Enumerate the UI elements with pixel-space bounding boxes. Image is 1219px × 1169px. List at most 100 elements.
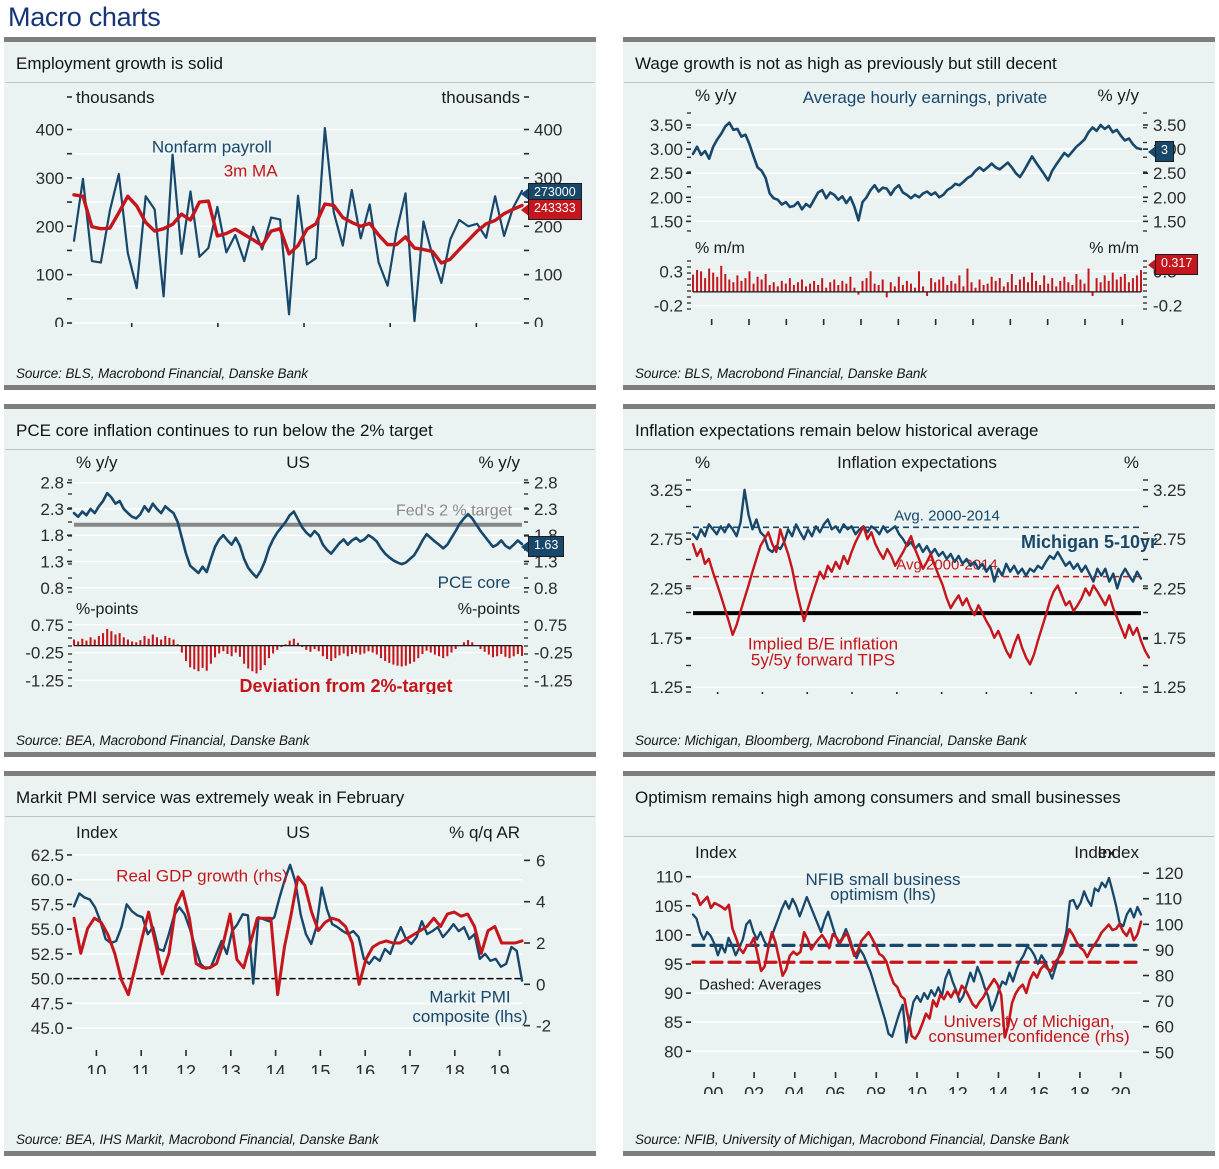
svg-text:1.50: 1.50: [650, 212, 683, 231]
svg-text:19: 19: [490, 1062, 510, 1074]
svg-text:US: US: [286, 823, 310, 842]
svg-text:45.0: 45.0: [31, 1019, 64, 1038]
svg-text:100: 100: [1155, 915, 1183, 934]
svg-text:55.0: 55.0: [31, 920, 64, 939]
svg-text:Real GDP growth (rhs): Real GDP growth (rhs): [116, 867, 288, 886]
svg-text:90: 90: [664, 984, 683, 1003]
svg-text:110: 110: [1155, 890, 1182, 909]
svg-text:0: 0: [55, 314, 64, 327]
value-callout-arrow: [521, 540, 530, 555]
svg-text:2.8: 2.8: [40, 474, 64, 493]
svg-text:105: 105: [655, 897, 683, 916]
svg-text:60.0: 60.0: [31, 871, 64, 890]
svg-text:3m MA: 3m MA: [224, 161, 279, 180]
svg-text:400: 400: [36, 121, 64, 140]
svg-text:US: US: [286, 453, 310, 472]
panel-source-inflexp: Source: Michigan, Bloomberg, Macrobond F…: [635, 733, 1027, 748]
svg-text:2.8: 2.8: [534, 474, 558, 493]
svg-text:80: 80: [664, 1042, 683, 1061]
svg-text:optimism (lhs): optimism (lhs): [830, 885, 936, 904]
svg-text:10: 10: [86, 1062, 106, 1074]
svg-text:2.25: 2.25: [650, 579, 683, 598]
chart-panel-employment: Employment growth is solid 0 0 100 100 200 200…: [4, 37, 596, 390]
panel-source-employment: Source: BLS, Macrobond Financial, Danske…: [16, 366, 308, 381]
svg-text:% m/m: % m/m: [1089, 240, 1139, 257]
panel-bottom-rule: [623, 385, 1215, 390]
page-title: Macro charts: [8, 2, 161, 32]
svg-text:3.50: 3.50: [1153, 116, 1186, 135]
svg-text:Implied B/E inflation: Implied B/E inflation: [748, 635, 898, 654]
value-callout-arrow: [521, 203, 530, 218]
svg-text:6: 6: [536, 851, 545, 870]
panel-divider: [5, 816, 595, 817]
svg-text:11: 11: [132, 1062, 151, 1074]
svg-text:85: 85: [664, 1013, 683, 1032]
svg-text:2.75: 2.75: [1153, 530, 1186, 549]
panel-title-inflexp: Inflation expectations remain below hist…: [635, 421, 1039, 440]
svg-text:14: 14: [266, 1062, 286, 1074]
svg-text:consumer confidence (rhs): consumer confidence (rhs): [928, 1027, 1129, 1046]
svg-text:Index: Index: [1097, 843, 1139, 862]
panel-bottom-rule: [4, 385, 596, 390]
panel-divider: [5, 449, 595, 450]
svg-text:2.00: 2.00: [1153, 188, 1186, 207]
svg-text:120: 120: [1155, 864, 1183, 883]
value-callout-arrow: [521, 186, 530, 201]
svg-text:400: 400: [534, 121, 562, 140]
svg-text:1.3: 1.3: [534, 553, 558, 572]
svg-text:18: 18: [445, 1062, 465, 1074]
svg-text:Index: Index: [76, 823, 118, 842]
svg-text:3.00: 3.00: [650, 140, 683, 159]
chart-svg-inflexp: 1.25 1.25 1.75 1.75 2.25 2.25 2.75 2.75 3.25 3.25…: [650, 453, 1186, 694]
svg-text:110: 110: [656, 868, 683, 887]
svg-text:-1.25: -1.25: [534, 671, 573, 690]
svg-text:0.3: 0.3: [659, 262, 683, 281]
svg-text:0.75: 0.75: [534, 616, 567, 635]
panel-top-rule: [4, 37, 596, 42]
svg-text:Dashed: Averages: Dashed: Averages: [699, 977, 821, 994]
svg-text:300: 300: [36, 169, 64, 188]
value-callout-employment-1: 243333: [528, 199, 582, 221]
panel-divider: [624, 449, 1214, 450]
value-callout-wages-1: 0.317: [1155, 254, 1199, 275]
panel-top-rule: [4, 404, 596, 409]
chart-panel-pce: PCE core inflation continues to run belo…: [4, 404, 596, 757]
svg-text:1.50: 1.50: [1153, 212, 1186, 231]
svg-text:1.8: 1.8: [40, 526, 64, 545]
chart-svg-wages: 1.501.502.002.002.502.503.003.003.503.50…: [650, 86, 1186, 325]
svg-text:1.25: 1.25: [1153, 678, 1186, 694]
svg-text:12: 12: [948, 1084, 968, 1094]
svg-text:04: 04: [785, 1084, 805, 1094]
panel-title-optimism: Optimism remains high among consumers an…: [635, 788, 1121, 807]
svg-text:3.50: 3.50: [650, 116, 683, 135]
panel-top-rule: [623, 37, 1215, 42]
panel-top-rule: [623, 771, 1215, 776]
svg-text:%-points: %-points: [76, 601, 138, 618]
chart-svg-pmi: 45.0 47.5 50.0 52.5 55.0 57.5 60.0 62.5 -2 0 2 4 6 In…: [31, 823, 551, 1074]
chart-svg-optimism: 80 85 90 95 100 105 110 50 60 70 80 90 100 110 120 Inde…: [655, 843, 1184, 1094]
svg-text:0: 0: [536, 975, 545, 994]
panel-source-pmi: Source: BEA, IHS Markit, Macrobond Finan…: [16, 1132, 379, 1147]
svg-text:-0.25: -0.25: [534, 644, 573, 663]
svg-text:-0.2: -0.2: [1153, 297, 1182, 316]
svg-text:2.50: 2.50: [1153, 164, 1186, 183]
svg-text:0.8: 0.8: [40, 579, 64, 598]
svg-text:47.5: 47.5: [31, 994, 64, 1013]
svg-text:2.75: 2.75: [650, 530, 683, 549]
svg-text:17: 17: [400, 1062, 420, 1074]
svg-text:200: 200: [534, 217, 562, 236]
value-callout-employment-0: 273000: [528, 182, 582, 204]
panel-bottom-rule: [623, 752, 1215, 757]
svg-text:16: 16: [355, 1062, 375, 1074]
svg-text:95: 95: [664, 955, 683, 974]
svg-text:Avg 2000-2014: Avg 2000-2014: [896, 557, 997, 574]
svg-text:90: 90: [1155, 941, 1174, 960]
svg-text:06: 06: [826, 1084, 846, 1094]
svg-text:% m/m: % m/m: [695, 240, 745, 257]
svg-text:50.0: 50.0: [31, 970, 64, 989]
svg-text:3.25: 3.25: [650, 481, 683, 500]
svg-text:3.25: 3.25: [1153, 481, 1186, 500]
svg-text:1.3: 1.3: [40, 553, 64, 572]
